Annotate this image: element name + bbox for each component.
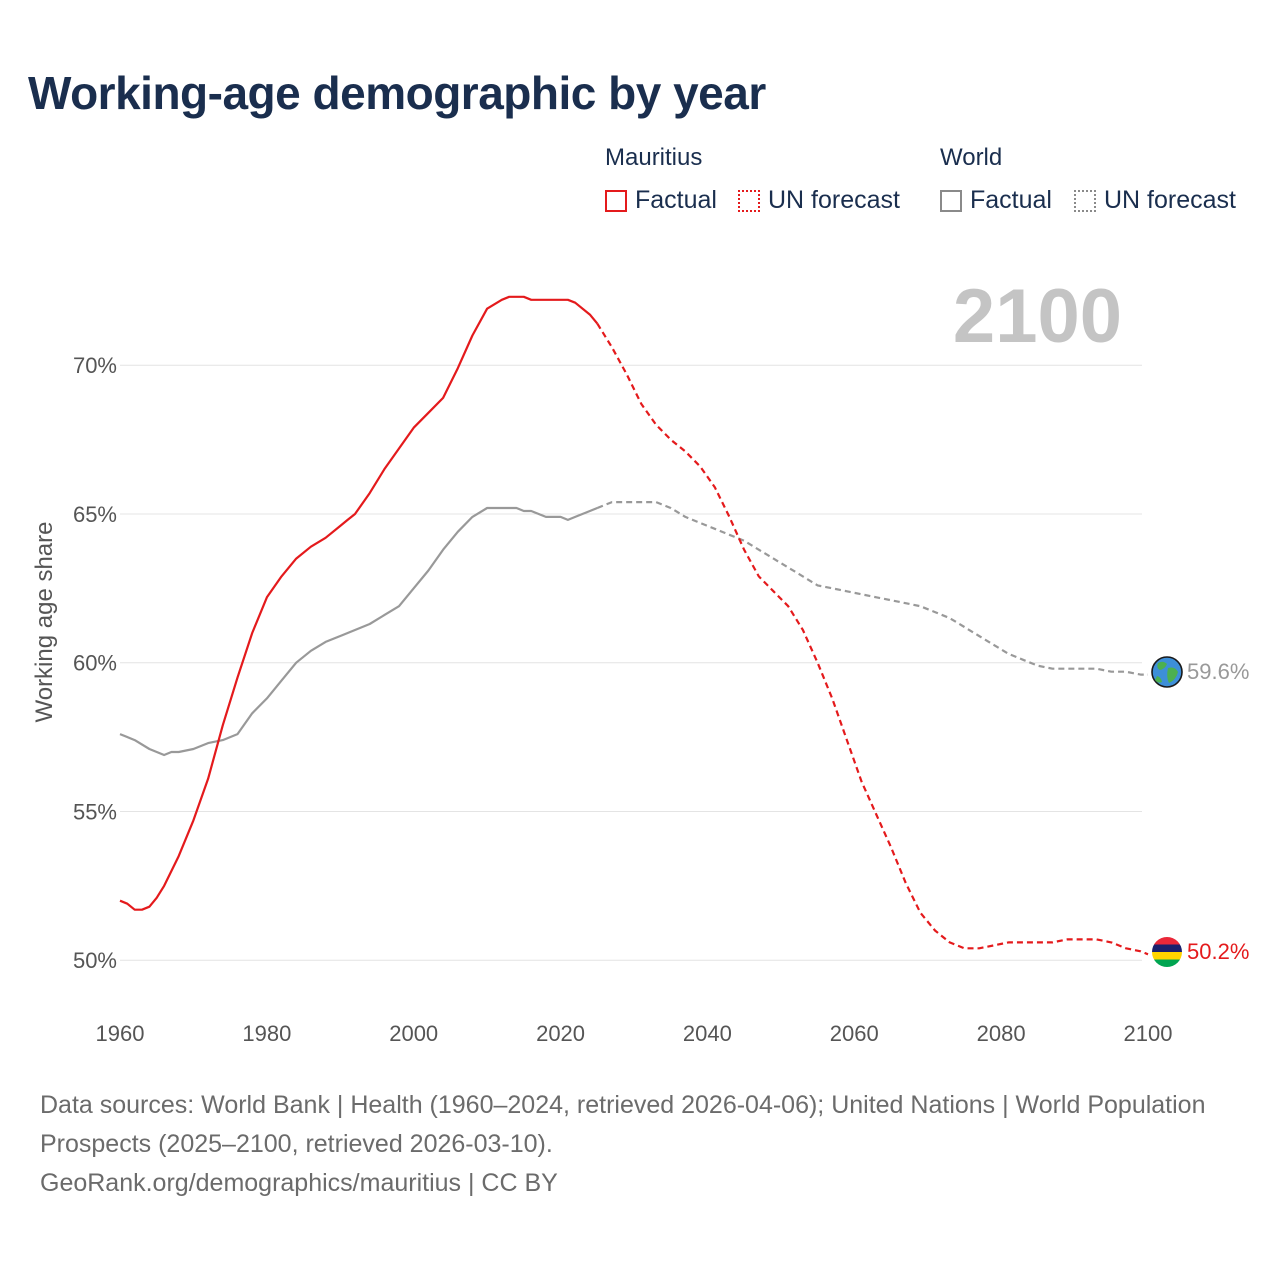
- chart-title: Working-age demographic by year: [28, 67, 766, 119]
- source-footer: Data sources: World Bank | Health (1960–…: [40, 1086, 1220, 1203]
- x-tick-label: 1980: [242, 1021, 291, 1046]
- mauritius-flag-icon: [1152, 937, 1182, 967]
- end-label-world: 59.6%: [1187, 659, 1249, 684]
- x-tick-label: 1960: [96, 1021, 145, 1046]
- x-tick-label: 2040: [683, 1021, 732, 1046]
- y-tick-label: 70%: [73, 353, 117, 378]
- x-tick-label: 2060: [830, 1021, 879, 1046]
- legend-world-factual[interactable]: Factual: [940, 186, 1052, 215]
- legend-swatch-dotted-icon: [738, 189, 760, 212]
- legend-label: Factual: [635, 186, 717, 214]
- legend-swatch-dotted-icon: [1074, 189, 1096, 212]
- x-tick-label: 2080: [977, 1021, 1026, 1046]
- legend-group-world: World: [940, 144, 1003, 171]
- x-tick-label: 2020: [536, 1021, 585, 1046]
- legend-world-forecast[interactable]: UN forecast: [1074, 186, 1236, 215]
- legend-label: UN forecast: [768, 186, 900, 214]
- series-line-mauritius-factual[interactable]: [119, 295, 599, 911]
- legend-group-mauritius: Mauritius: [605, 144, 703, 171]
- year-overlay: 2100: [953, 274, 1122, 359]
- series-line-world-forecast[interactable]: [596, 501, 1148, 676]
- legend-swatch-solid-icon: [940, 189, 962, 212]
- y-tick-label: 50%: [73, 948, 117, 973]
- y-tick-label: 65%: [73, 502, 117, 527]
- legend-swatch-solid-icon: [605, 189, 627, 212]
- legend-label: Factual: [970, 186, 1052, 214]
- x-tick-label: 2000: [389, 1021, 438, 1046]
- globe-icon: [1151, 656, 1183, 688]
- series-line-world-factual[interactable]: [119, 506, 598, 757]
- legend-mauritius-factual[interactable]: Factual: [605, 186, 717, 215]
- attribution-link[interactable]: GeoRank.org/demographics/mauritius | CC …: [40, 1169, 558, 1197]
- x-tick-label: 2100: [1123, 1021, 1172, 1046]
- legend-label: UN forecast: [1104, 186, 1236, 214]
- source-text: Data sources: World Bank | Health (1960–…: [40, 1091, 1206, 1158]
- series-line-mauritius-forecast[interactable]: [596, 323, 1149, 956]
- y-tick-label: 60%: [73, 651, 117, 676]
- legend-mauritius-forecast[interactable]: UN forecast: [738, 186, 900, 215]
- y-axis-label: Working age share: [31, 522, 58, 723]
- end-label-mauritius: 50.2%: [1187, 939, 1249, 964]
- y-tick-label: 55%: [73, 799, 117, 824]
